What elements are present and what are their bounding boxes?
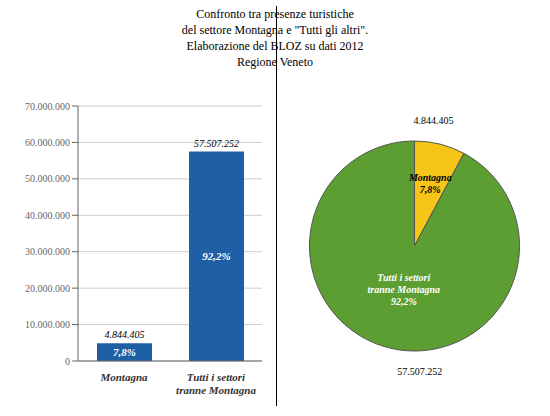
html-text:Confronto tra presenze turisti: Confronto tra presenze turistiche del se… bbox=[181, 7, 369, 69]
svg-text:57.507.252: 57.507.252 bbox=[194, 138, 239, 149]
svg-text:30.000.000: 30.000.000 bbox=[25, 246, 70, 257]
svg-text:4.844.405: 4.844.405 bbox=[105, 329, 145, 340]
html-text:57.507.252: 57.507.252 bbox=[397, 366, 443, 377]
svg-text:70.000.000: 70.000.000 bbox=[25, 101, 70, 112]
svg-text:Montagna7,8%: Montagna7,8% bbox=[408, 171, 452, 194]
svg-text:20.000.000: 20.000.000 bbox=[25, 283, 70, 294]
svg-text:40.000.000: 40.000.000 bbox=[25, 210, 70, 221]
svg-text:7,8%: 7,8% bbox=[113, 346, 136, 358]
html-text:4.844.405: 4.844.405 bbox=[413, 115, 454, 127]
svg-text:92,2%: 92,2% bbox=[202, 250, 230, 262]
svg-text:60.000.000: 60.000.000 bbox=[25, 137, 70, 148]
svg-text:50.000.000: 50.000.000 bbox=[25, 173, 70, 184]
svg-text:Tutti i settoritranne Montagna: Tutti i settoritranne Montagna92,2% bbox=[368, 271, 441, 306]
svg-text:Montagna: Montagna bbox=[99, 371, 148, 383]
svg-text:10.000.000: 10.000.000 bbox=[25, 319, 70, 330]
svg-text:Tutti i settoritranne Montagna: Tutti i settoritranne Montagna bbox=[176, 371, 256, 396]
svg-text:0: 0 bbox=[65, 356, 70, 367]
